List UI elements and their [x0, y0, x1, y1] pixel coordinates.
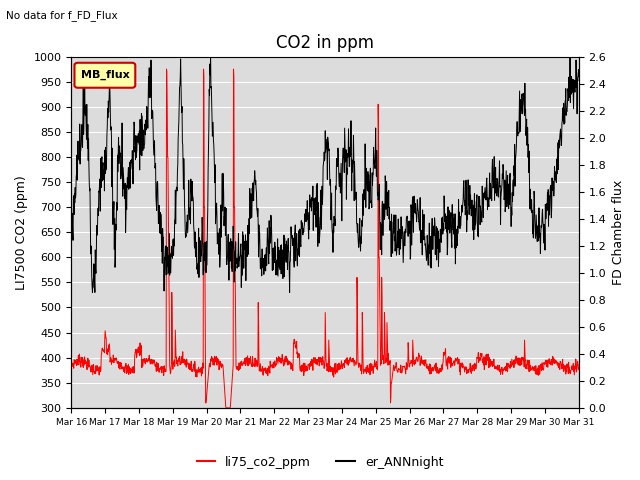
Title: CO2 in ppm: CO2 in ppm: [276, 34, 374, 52]
Text: No data for f_FD_Flux: No data for f_FD_Flux: [6, 10, 118, 21]
Legend: li75_co2_ppm, er_ANNnight: li75_co2_ppm, er_ANNnight: [191, 451, 449, 474]
Y-axis label: FD Chamber flux: FD Chamber flux: [612, 180, 625, 285]
Text: MB_flux: MB_flux: [81, 70, 129, 80]
Y-axis label: LI7500 CO2 (ppm): LI7500 CO2 (ppm): [15, 175, 28, 289]
